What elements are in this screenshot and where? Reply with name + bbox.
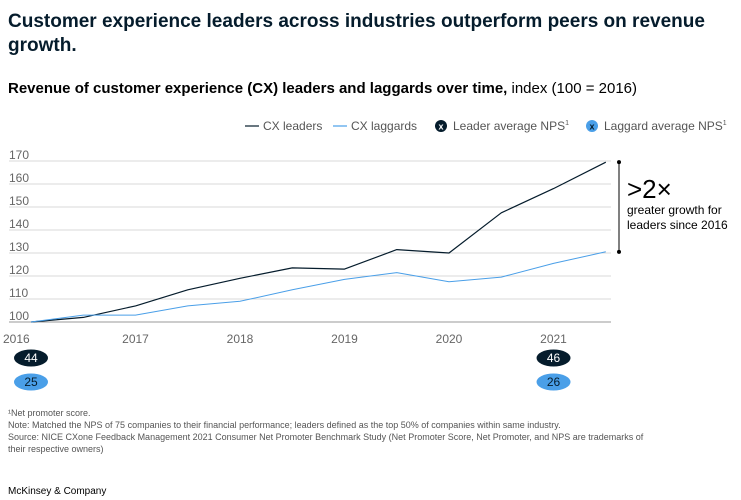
y-tick-label: 100: [9, 309, 29, 323]
growth-bracket-top-dot: [617, 160, 621, 165]
nps-badge-shape: [536, 349, 571, 367]
legend-leader-nps-text: Leader average NPS: [453, 119, 565, 133]
y-tick-label: 130: [9, 240, 29, 254]
x-axis-ticks: 2016 2017 2018 2019 2020 2021: [3, 332, 567, 346]
y-tick-label: 110: [9, 286, 28, 300]
leader-nps-badge-2021: 46: [536, 349, 571, 367]
nps-badge-value: 25: [24, 375, 38, 389]
headline: Customer experience leaders across indus…: [8, 11, 705, 56]
cx-leaders-line: [30, 161, 607, 323]
legend-laggard-nps-glyph: x: [589, 122, 594, 132]
x-tick-label: 2021: [540, 332, 567, 346]
legend-leaders-label: CX leaders: [263, 119, 322, 133]
x-tick-label: 2019: [331, 332, 358, 346]
growth-annotation: >2× greater growth for leaders since 201…: [617, 160, 728, 254]
nps-badges: 44 46 25 26: [14, 349, 571, 391]
legend-laggards-label: CX laggards: [351, 119, 417, 133]
revenue-chart: CX leaders CX laggards x Leader average …: [3, 119, 728, 391]
legend-leader-nps-marker: [435, 120, 447, 132]
nps-badge-value: 44: [24, 351, 38, 365]
legend-laggard-nps-label: Laggard average NPS1: [604, 119, 727, 133]
y-tick-label: 160: [9, 171, 29, 185]
x-tick-label: 2016: [3, 332, 30, 346]
growth-multiple: >2×: [627, 174, 672, 204]
legend-laggard-nps-footnote: 1: [723, 120, 727, 127]
growth-text-line1: greater growth for: [627, 203, 722, 217]
legend-leader-nps-footnote: 1: [565, 120, 569, 127]
x-tick-label: 2017: [122, 332, 149, 346]
y-axis-ticks: 100 110 120 130 140 150 160 170: [9, 148, 29, 323]
nps-badge-shape: [14, 349, 48, 367]
y-tick-label: 150: [9, 194, 29, 208]
footnote-note: Note: Matched the NPS of 75 companies to…: [8, 420, 561, 430]
laggard-nps-badge-2021: 26: [536, 373, 571, 391]
y-tick-label: 140: [9, 217, 29, 231]
laggard-nps-badge-2016: 25: [14, 373, 48, 391]
y-tick-label: 120: [9, 263, 29, 277]
chart-subtitle: Revenue of customer experience (CX) lead…: [8, 80, 637, 97]
legend-laggard-nps-marker: [586, 120, 598, 132]
legend: CX leaders CX laggards x Leader average …: [245, 119, 727, 133]
y-tick-label: 170: [9, 148, 29, 162]
subtitle-rest: index (100 = 2016): [507, 80, 638, 97]
legend-laggard-nps-text: Laggard average NPS: [604, 119, 723, 133]
series: [30, 161, 607, 323]
nps-badge-value: 26: [547, 375, 561, 389]
legend-leader-nps-label: Leader average NPS1: [453, 119, 569, 133]
cx-laggards-line: [30, 251, 606, 323]
grid: [9, 160, 611, 323]
footnote-source-line1: Source: NICE CXone Feedback Management 2…: [8, 432, 644, 442]
nps-badge-shape: [536, 373, 571, 391]
x-tick-label: 2018: [227, 332, 254, 346]
x-tick-label: 2020: [436, 332, 463, 346]
growth-bracket-bottom-dot: [617, 249, 621, 254]
leader-nps-badge-2016: 44: [14, 349, 48, 367]
footnote-source-line2: their respective owners): [8, 444, 104, 454]
subtitle-bold: Revenue of customer experience (CX) lead…: [8, 80, 508, 97]
brand-logo-text: McKinsey & Company: [8, 486, 107, 497]
footnote-nps: ¹Net promoter score.: [8, 408, 91, 418]
legend-leader-nps-glyph: x: [438, 122, 443, 132]
nps-badge-value: 46: [547, 351, 561, 365]
growth-text-line2: leaders since 2016: [627, 218, 728, 232]
nps-badge-shape: [14, 373, 48, 391]
